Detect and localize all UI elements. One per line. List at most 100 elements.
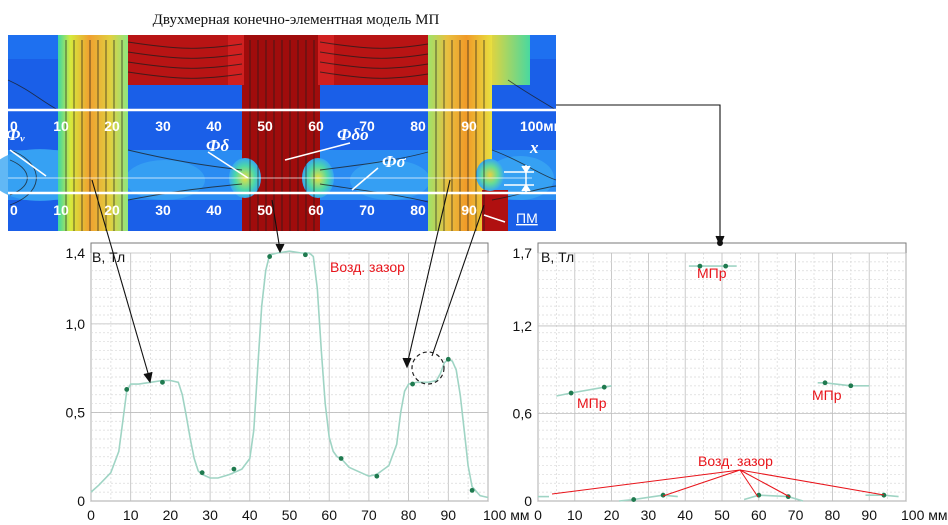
x-tick-label: 70 — [788, 507, 804, 523]
x-tick-label: 90 — [441, 507, 457, 523]
y-tick-label: 1,4 — [66, 245, 86, 261]
fem-ruler-bottom-label: 90 — [461, 202, 477, 218]
data-point — [199, 470, 205, 476]
data-point — [338, 456, 344, 461]
data-point — [469, 487, 475, 493]
chart-right-grid — [537, 252, 907, 502]
x-tick-label: 70 — [361, 507, 377, 523]
fem-ruler-bottom-label: 80 — [410, 202, 426, 218]
pm-label: ПМ — [516, 210, 538, 226]
chart-right-x-ticks: 0 10 20 30 40 50 60 70 80 90 100 мм — [534, 507, 947, 523]
permanent-magnet — [482, 190, 508, 231]
fem-model: Фᵥ Фδ Фδо Фσ x ПМ 0 10 20 30 40 50 60 70 80 90 100… — [0, 35, 564, 231]
x-dimension-marker — [504, 165, 534, 192]
data-point — [410, 381, 415, 387]
fem-ruler-top-label: 10 — [53, 118, 69, 134]
flux-label-phi-v: Фᵥ — [6, 125, 25, 144]
y-tick-label: 1,7 — [513, 245, 533, 261]
fem-ruler-top-label: 100мм — [520, 118, 564, 134]
data-point — [601, 384, 607, 390]
segment-line — [817, 382, 870, 387]
x-tick-label: 50 — [714, 507, 730, 523]
fem-ruler-bottom-label: 50 — [257, 202, 273, 218]
flux-label-x: x — [529, 138, 539, 157]
chart-left-ylabel: B, Тл — [92, 249, 125, 265]
x-tick-label: 100 мм — [901, 507, 948, 523]
data-point — [660, 492, 666, 498]
y-tick-label: 1,2 — [513, 318, 533, 334]
chart-left-grid — [90, 252, 489, 502]
x-tick-label: 40 — [677, 507, 693, 523]
label-mpr-top: МПр — [697, 265, 727, 281]
data-point — [822, 380, 828, 386]
data-point — [302, 252, 308, 258]
flux-label-phi-delta0: Фδо — [337, 125, 369, 144]
data-point — [723, 263, 729, 269]
data-point — [374, 473, 380, 479]
fem-ruler-top-label: 80 — [410, 118, 426, 134]
x-tick-label: 80 — [825, 507, 841, 523]
data-point — [124, 387, 130, 392]
x-tick-label: 10 — [123, 507, 139, 523]
chart-right-y-ticks: 0 0,6 1,2 1,7 — [513, 245, 533, 509]
connector-arrows — [91, 104, 725, 384]
fem-ruler-top-label: 90 — [461, 118, 477, 134]
label-air-gap: Возд. зазор — [698, 453, 773, 469]
chart-left-points — [124, 252, 475, 493]
center-pole — [242, 35, 320, 231]
fem-ruler-top: 0 10 20 30 40 50 60 70 80 90 100мм — [10, 118, 564, 134]
figure-title: Двухмерная конечно-элементная модель МП — [153, 12, 440, 28]
fem-ruler-bottom-label: 40 — [206, 202, 222, 218]
fem-ruler-bottom-label: 60 — [308, 202, 324, 218]
gap-highlight-circle — [411, 351, 445, 385]
air-gap-leader-lines — [551, 469, 885, 498]
x-tick-label: 20 — [163, 507, 179, 523]
x-tick-label: 100 мм — [483, 507, 530, 523]
x-tick-label: 60 — [321, 507, 337, 523]
data-point — [848, 383, 854, 389]
fem-ruler-bottom-label: 0 — [10, 202, 18, 218]
x-tick-label: 40 — [242, 507, 258, 523]
flux-label-phi-sigma: Фσ — [382, 152, 406, 171]
fem-ruler-top-label: 0 — [10, 118, 18, 134]
segment-line — [743, 494, 804, 502]
x-tick-label: 20 — [604, 507, 620, 523]
fem-ruler-bottom: 0 10 20 30 40 50 60 70 80 90 — [10, 202, 477, 218]
fem-ruler-top-label: 50 — [257, 118, 273, 134]
y-tick-label: 0,6 — [513, 405, 533, 421]
x-tick-label: 50 — [282, 507, 298, 523]
left-pole — [58, 35, 128, 231]
x-tick-label: 90 — [861, 507, 877, 523]
fem-ruler-bottom-label: 30 — [155, 202, 171, 218]
fem-ruler-top-label: 30 — [155, 118, 171, 134]
segment-line — [618, 494, 678, 502]
fem-ruler-bottom-label: 70 — [359, 202, 375, 218]
x-tick-label: 0 — [534, 507, 542, 523]
x-tick-label: 10 — [567, 507, 583, 523]
chart-left-x-ticks: 0 10 20 30 40 50 60 70 80 90 100 мм — [87, 507, 529, 523]
chart-right-ylabel: B, Тл — [541, 249, 574, 265]
chart-left: 0 0,5 1,0 1,4 0 10 20 30 40 50 60 70 80 90 100 мм B, … — [66, 242, 530, 523]
y-tick-label: 0 — [77, 493, 85, 509]
label-mpr-right: МПр — [812, 387, 842, 403]
x-tick-label: 0 — [87, 507, 95, 523]
data-point — [631, 497, 637, 502]
data-point — [445, 356, 451, 362]
chart-right: 0 0,6 1,2 1,7 0 10 20 30 40 50 60 70 80 90 100 мм B, … — [513, 242, 948, 523]
y-tick-label: 0 — [524, 493, 532, 509]
fem-ruler-top-label: 70 — [359, 118, 375, 134]
fem-ruler-top-label: 20 — [104, 118, 120, 134]
x-tick-label: 80 — [401, 507, 417, 523]
chart-left-gap-annotation: Возд. зазор — [330, 259, 405, 275]
data-point — [697, 263, 703, 269]
flux-label-phi-delta: Фδ — [206, 136, 229, 155]
data-point — [231, 466, 237, 472]
x-tick-label: 60 — [751, 507, 767, 523]
chart-left-series-line — [90, 250, 489, 499]
fem-ruler-bottom-label: 20 — [104, 202, 120, 218]
fem-ruler-top-label: 60 — [308, 118, 324, 134]
fem-ruler-bottom-label: 10 — [53, 202, 69, 218]
fem-ruler-top-label: 40 — [206, 118, 222, 134]
chart-right-segments — [538, 263, 899, 502]
